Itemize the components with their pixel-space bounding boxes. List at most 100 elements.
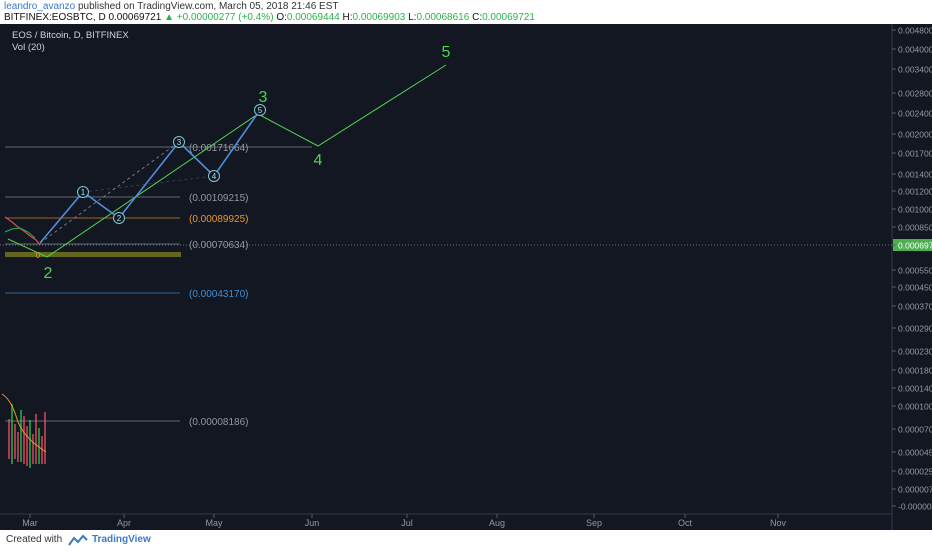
ticker-label: BITFINEX:EOSBTC, D: [4, 12, 106, 23]
elliott-wave-label: 3: [259, 89, 268, 106]
price-tick-label: 0.00280000: [898, 89, 932, 99]
volume-bar: [44, 412, 46, 464]
price-tick-label: 0.00010000: [898, 402, 932, 412]
chart-canvas[interactable]: 0.00480000 0.00400000 0.00340000 0.00280000…: [0, 24, 932, 530]
price-tick-label: 0.00100000: [898, 205, 932, 215]
support-zone-band: [5, 252, 181, 257]
projection-point-label: 2: [117, 214, 122, 223]
labels-layer: 2 3 4 5 0 1 2 3 4 5: [36, 44, 451, 282]
price-candles: [4, 216, 41, 246]
fib-level-label: (0.00070634): [189, 240, 249, 251]
price-tick-label: 0.00029000: [898, 324, 932, 334]
projection-point-circle: [113, 212, 125, 224]
drawings-layer: [4, 64, 447, 258]
last-price-badge: [893, 239, 932, 251]
price-tick-label: 0.00200000: [898, 130, 932, 140]
price-tick-label: 0.00400000: [898, 45, 932, 55]
projection-point-circle: [254, 104, 266, 116]
open-label: O:: [276, 12, 287, 23]
high-label: H:: [342, 12, 353, 23]
price-tick-label: 0.00000700: [898, 485, 932, 495]
time-tick-label: Sep: [586, 518, 602, 528]
price-tick-label: 0.00045000: [898, 283, 932, 293]
created-with-text: Created with: [6, 534, 63, 545]
up-triangle-icon: ▲: [164, 12, 174, 23]
chart-legend: EOS / Bitcoin, D, BITFINEX Vol (20): [12, 30, 129, 54]
price-tick-label: 0.00018000: [898, 366, 932, 376]
volume-bar: [29, 420, 31, 468]
fib-level-label: (0.00109215): [189, 193, 249, 204]
volume-bar: [23, 416, 25, 464]
volume-bar: [11, 404, 13, 464]
volume-bar: [38, 428, 40, 464]
price-tick-label: 0.00340000: [898, 65, 932, 75]
volume-bar: [41, 436, 43, 464]
symbol-legend[interactable]: EOS / Bitcoin, D, BITFINEX: [12, 30, 129, 41]
volume-layer: [1, 393, 47, 468]
ohlc-line: BITFINEX:EOSBTC, D 0.00069721 ▲ +0.00000…: [4, 12, 535, 24]
close-value: 0.00069721: [482, 12, 535, 23]
volume-legend[interactable]: Vol (20): [12, 42, 45, 53]
fib-level-label: (0.00043170): [189, 289, 249, 300]
projection-path: [39, 109, 261, 244]
price-candles-up: [4, 227, 36, 239]
projection-point-label: 5: [258, 106, 263, 115]
volume-bar: [26, 426, 28, 466]
time-tick-label: Mar: [22, 518, 38, 528]
open-value: 0.00069444: [286, 12, 340, 23]
projection-point-label: 4: [212, 172, 217, 181]
volume-bar: [17, 432, 19, 462]
price-tick-label: -0.00000800: [898, 502, 932, 512]
volume-bar: [8, 419, 10, 459]
projection-point-circle: [173, 136, 185, 148]
time-tick-label: Jun: [305, 518, 320, 528]
volume-ma-line: [1, 393, 47, 453]
low-label: L:: [408, 12, 417, 23]
projection-point-label: 0: [36, 251, 41, 260]
elliott-wave-label: 4: [314, 152, 323, 169]
price-tick-label: 0.00023000: [898, 347, 932, 357]
time-tick-label: Nov: [770, 518, 787, 528]
published-text: published on TradingView.com, March 05, …: [77, 1, 339, 12]
price-tick-label: 0.00120000: [898, 187, 932, 197]
time-tick-label: Aug: [489, 518, 505, 528]
volume-bar: [35, 414, 37, 464]
tradingview-logo-icon: [68, 534, 88, 554]
footer-bar: Created with TradingView: [0, 530, 932, 550]
time-tick-label: Jul: [401, 518, 413, 528]
elliott-wave-label: 5: [442, 44, 451, 61]
time-tick-label: Apr: [117, 518, 131, 528]
price-tick-label: 0.00240000: [898, 109, 932, 119]
price-tick-label: 0.00069721: [898, 241, 932, 251]
price-tick-label: 0.00085000: [898, 223, 932, 233]
price-tick-label: 0.00037000: [898, 302, 932, 312]
fib-layer: (0.00171664) (0.00109215) (0.00089925) (0.0…: [5, 143, 312, 428]
projection-dashed-line: [39, 141, 180, 244]
axes-layer: 0.00480000 0.00400000 0.00340000 0.00280000…: [0, 24, 932, 530]
price-tick-label: 0.00004500: [898, 448, 932, 458]
projection-point-label: 1: [81, 188, 86, 197]
volume-bar: [32, 434, 34, 464]
projection-point-label: 3: [177, 138, 182, 147]
price-tick-label: 0.00140000: [898, 170, 932, 180]
high-value: 0.00069903: [352, 12, 406, 23]
author-link[interactable]: leandro_avanzo: [4, 1, 76, 12]
low-value: 0.00068616: [416, 12, 470, 23]
time-tick-label: May: [205, 518, 223, 528]
price-tick-label: 0.00055000: [898, 266, 932, 276]
price-tick-label: 0.00002500: [898, 467, 932, 477]
volume-bar: [14, 424, 16, 459]
projection-point-circle: [208, 170, 220, 182]
price-tick-label: 0.00480000: [898, 26, 932, 36]
fib-level-label: (0.00008186): [189, 417, 249, 428]
projection-point-circle: [77, 186, 89, 198]
price-tick-label: 0.00170000: [898, 149, 932, 159]
fib-level-label: (0.00089925): [189, 214, 249, 225]
time-tick-label: Oct: [678, 518, 693, 528]
fib-level-label: (0.00171664): [189, 143, 249, 154]
volume-bar: [20, 410, 22, 462]
tradingview-brand[interactable]: TradingView: [92, 534, 151, 545]
chart-panel[interactable]: 0.00480000 0.00400000 0.00340000 0.00280000…: [0, 24, 932, 530]
elliott-wave-label: 2: [44, 265, 53, 282]
